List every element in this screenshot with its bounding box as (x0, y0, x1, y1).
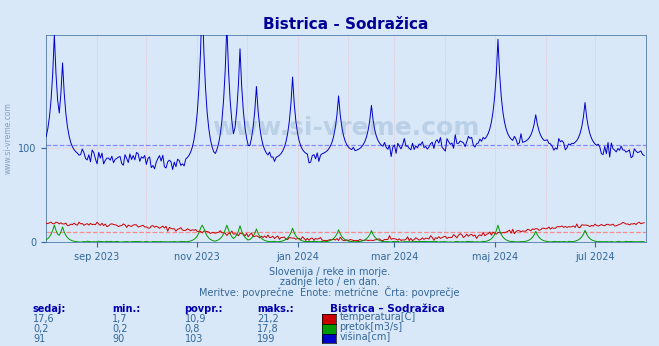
Text: 91: 91 (33, 334, 45, 344)
Text: 90: 90 (112, 334, 125, 344)
Text: min.:: min.: (112, 304, 140, 314)
Text: povpr.:: povpr.: (185, 304, 223, 314)
Text: sedaj:: sedaj: (33, 304, 67, 314)
Text: 21,2: 21,2 (257, 315, 279, 325)
Text: višina[cm]: višina[cm] (339, 331, 391, 342)
Title: Bistrica - Sodražica: Bistrica - Sodražica (264, 17, 428, 32)
Text: 0,8: 0,8 (185, 324, 200, 334)
Text: 0,2: 0,2 (33, 324, 49, 334)
Text: 103: 103 (185, 334, 203, 344)
Text: Slovenija / reke in morje.: Slovenija / reke in morje. (269, 267, 390, 277)
Text: 10,9: 10,9 (185, 315, 206, 325)
Text: temperatura[C]: temperatura[C] (339, 312, 416, 322)
Text: 1,7: 1,7 (112, 315, 128, 325)
Text: maks.:: maks.: (257, 304, 294, 314)
Text: Bistrica – Sodražica: Bistrica – Sodražica (330, 304, 444, 314)
Text: pretok[m3/s]: pretok[m3/s] (339, 322, 403, 332)
Text: zadnje leto / en dan.: zadnje leto / en dan. (279, 277, 380, 288)
Text: 17,6: 17,6 (33, 315, 55, 325)
Text: 0,2: 0,2 (112, 324, 128, 334)
Text: 199: 199 (257, 334, 275, 344)
Text: Meritve: povprečne  Enote: metrične  Črta: povprečje: Meritve: povprečne Enote: metrične Črta:… (199, 286, 460, 298)
Text: 17,8: 17,8 (257, 324, 279, 334)
Text: www.si-vreme.com: www.si-vreme.com (212, 116, 480, 140)
Text: www.si-vreme.com: www.si-vreme.com (3, 102, 13, 174)
